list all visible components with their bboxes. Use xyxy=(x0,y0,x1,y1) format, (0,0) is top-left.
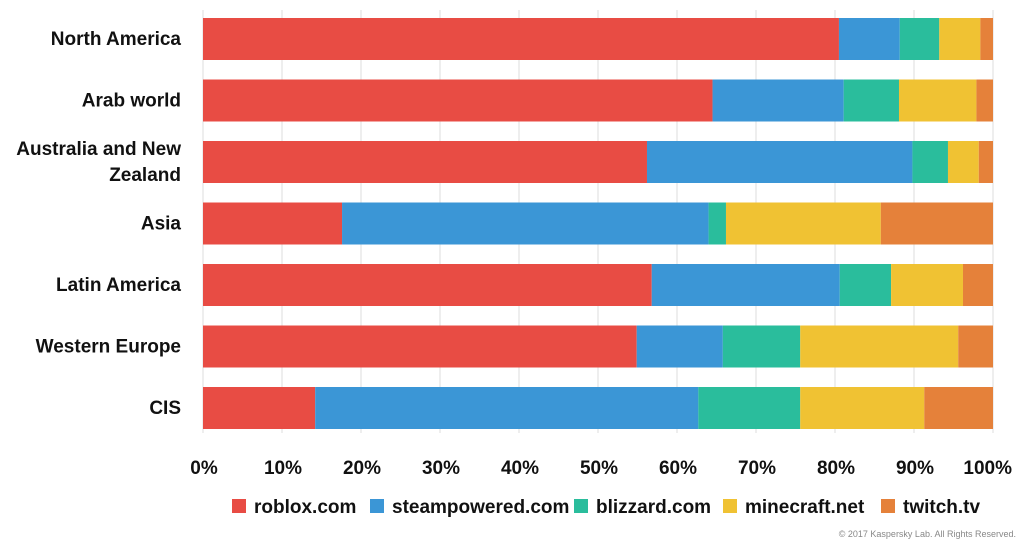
bar-segment xyxy=(924,387,993,429)
category-label: Latin America xyxy=(56,275,181,296)
bar-segments xyxy=(203,18,993,429)
x-tick-label: 0% xyxy=(190,458,218,479)
x-tick-label: 50% xyxy=(580,458,618,479)
legend-label: steampowered.com xyxy=(392,497,569,518)
x-tick-label: 20% xyxy=(343,458,381,479)
category-label: Arab world xyxy=(82,91,181,112)
legend-label: minecraft.net xyxy=(745,497,865,518)
category-label: Western Europe xyxy=(36,337,181,358)
bar-segment xyxy=(203,325,637,368)
bar-segment xyxy=(646,141,913,183)
bar-segment xyxy=(203,387,316,429)
legend-label: roblox.com xyxy=(254,497,356,518)
category-label: North America xyxy=(51,29,182,50)
bar-segment xyxy=(978,141,993,183)
x-tick-label: 80% xyxy=(817,458,855,479)
bar-segment xyxy=(899,18,940,60)
legend-label: blizzard.com xyxy=(596,497,711,518)
bar-segment xyxy=(342,202,709,245)
bar-segment xyxy=(203,18,839,60)
bar-segment xyxy=(976,79,993,122)
x-tick-label: 10% xyxy=(264,458,302,479)
bar-segment xyxy=(962,264,993,306)
bar-segment xyxy=(800,325,959,368)
x-axis-tick-labels: 0% 10% 20% 30% 40% 50% 60% 70% 80% 90% 100% xyxy=(190,458,1012,479)
legend: roblox.com steampowered.com blizzard.com mi… xyxy=(232,497,980,518)
bar-segment xyxy=(912,141,948,183)
x-tick-label: 30% xyxy=(422,458,460,479)
bar-segment xyxy=(880,202,993,245)
bar-segment xyxy=(939,18,981,60)
x-tick-label: 40% xyxy=(501,458,539,479)
bar-segment xyxy=(636,325,723,368)
bar-segment xyxy=(958,325,993,368)
legend-swatch xyxy=(370,499,384,513)
legend-swatch xyxy=(723,499,737,513)
legend-swatch xyxy=(232,499,246,513)
bar-segment xyxy=(947,141,979,183)
x-tick-label: 90% xyxy=(896,458,934,479)
bar-segment xyxy=(891,264,963,306)
legend-label: twitch.tv xyxy=(903,497,980,518)
legend-swatch xyxy=(881,499,895,513)
bar-segment xyxy=(315,387,699,429)
bar-segment xyxy=(722,325,801,368)
bar-segment xyxy=(651,264,840,306)
bar-segment xyxy=(980,18,993,60)
x-tick-label: 100% xyxy=(963,458,1012,479)
bar-segment xyxy=(203,141,647,183)
legend-swatch xyxy=(574,499,588,513)
bar-segment xyxy=(712,79,844,122)
bar-segment xyxy=(838,18,900,60)
bar-segment xyxy=(698,387,801,429)
bar-segment xyxy=(203,202,343,245)
bar-segment xyxy=(800,387,925,429)
copyright-text: © 2017 Kaspersky Lab. All Rights Reserve… xyxy=(839,529,1016,539)
bar-segment xyxy=(725,202,881,245)
bar-segment xyxy=(898,79,977,122)
bar-segment xyxy=(839,264,892,306)
category-labels: North America Arab world Australia and New… xyxy=(16,29,181,419)
x-tick-label: 60% xyxy=(659,458,697,479)
bar-segment xyxy=(203,264,652,306)
category-label: Asia xyxy=(141,214,182,235)
bar-segment xyxy=(203,79,713,122)
category-label: Australia and New Zealand xyxy=(16,139,181,186)
category-label: CIS xyxy=(149,398,181,419)
bar-segment xyxy=(708,202,726,245)
bar-segment xyxy=(843,79,899,122)
x-tick-label: 70% xyxy=(738,458,776,479)
